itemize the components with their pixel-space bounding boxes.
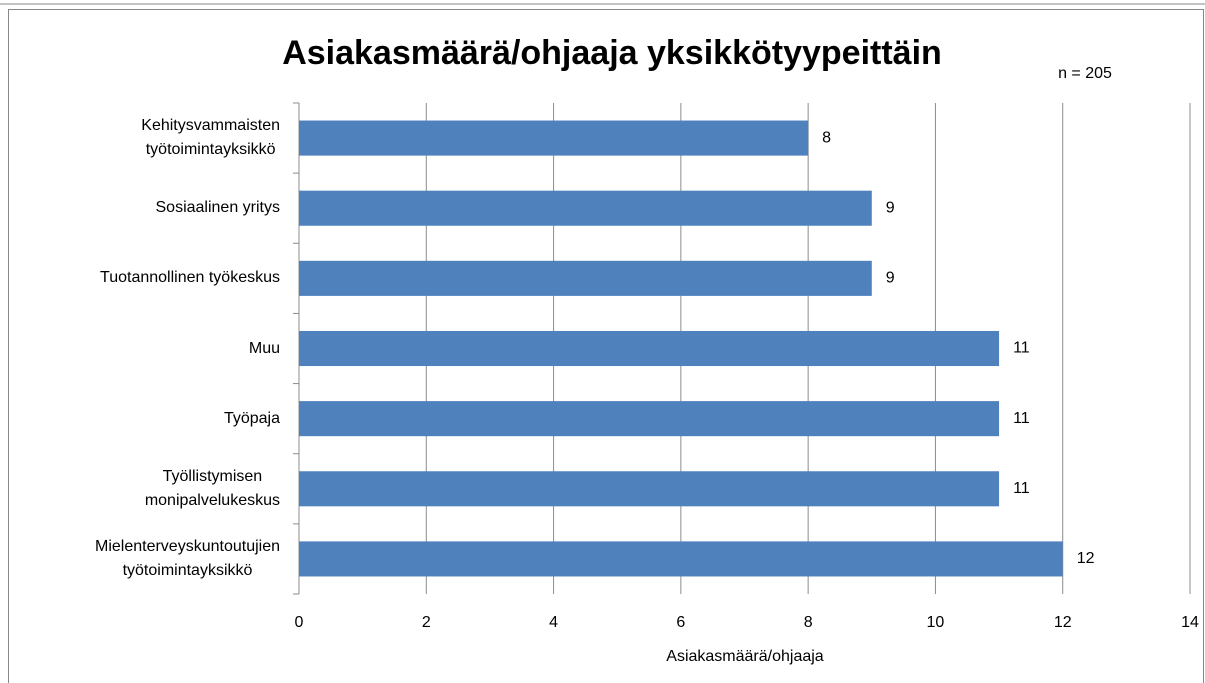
data-label: 11: [1013, 410, 1030, 427]
y-tick-label-box: Sosiaalinen yritys: [0, 178, 281, 238]
bar: [299, 260, 872, 296]
y-tick-label-box: Muu: [0, 319, 280, 379]
data-label: 11: [1013, 340, 1030, 357]
chart-title: Asiakasmäärä/ohjaaja yksikkötyypeittäin: [282, 34, 942, 72]
x-tick-label: 12: [1054, 614, 1072, 631]
y-tick-label: Muu: [248, 339, 280, 357]
x-tick-label: 14: [1181, 614, 1199, 631]
y-tick-label-box: Työpaja: [0, 389, 280, 449]
bar: [299, 401, 1000, 437]
x-tick-label: 8: [804, 614, 813, 631]
x-tick-label: 0: [295, 614, 304, 631]
data-label: 8: [822, 129, 831, 146]
y-tick-label-box: Työllistymisen monipalvelukeskus: [0, 459, 280, 519]
x-axis-label: Asiakasmäärä/ohjaaja: [666, 648, 824, 665]
y-tick-label: Kehitysvammaisten työtoimintayksikkö: [141, 117, 280, 159]
annotation: n = 205: [1058, 65, 1112, 82]
y-tick-label-box: Kehitysvammaisten työtoimintayksikkö: [0, 108, 280, 168]
data-label: 11: [1013, 480, 1030, 497]
y-tick-label-box: Mielenterveyskuntoutujien työtoimintayks…: [0, 529, 280, 589]
bar: [299, 471, 1000, 507]
bar: [299, 120, 809, 156]
y-tick-label: Tuotannollinen työkeskus: [100, 269, 280, 287]
x-tick-label: 2: [422, 614, 431, 631]
y-tick-label: Mielenterveyskuntoutujien työtoimintayks…: [95, 537, 280, 579]
y-tick-label: Sosiaalinen yritys: [155, 199, 281, 217]
y-tick-label: Työpaja: [223, 409, 280, 427]
bar: [299, 330, 1000, 367]
data-label: 9: [886, 270, 895, 287]
data-label: 12: [1077, 550, 1095, 567]
bar: [299, 190, 872, 226]
y-tick-label-box: Tuotannollinen työkeskus: [0, 248, 280, 308]
data-label: 9: [886, 199, 895, 216]
x-tick-label: 6: [676, 614, 685, 631]
x-tick-label: 4: [549, 614, 558, 631]
x-tick-label: 10: [927, 614, 945, 631]
chart-frame: [8, 9, 1204, 683]
bar: [299, 541, 1063, 577]
y-tick-label: Työllistymisen monipalvelukeskus: [144, 467, 280, 509]
